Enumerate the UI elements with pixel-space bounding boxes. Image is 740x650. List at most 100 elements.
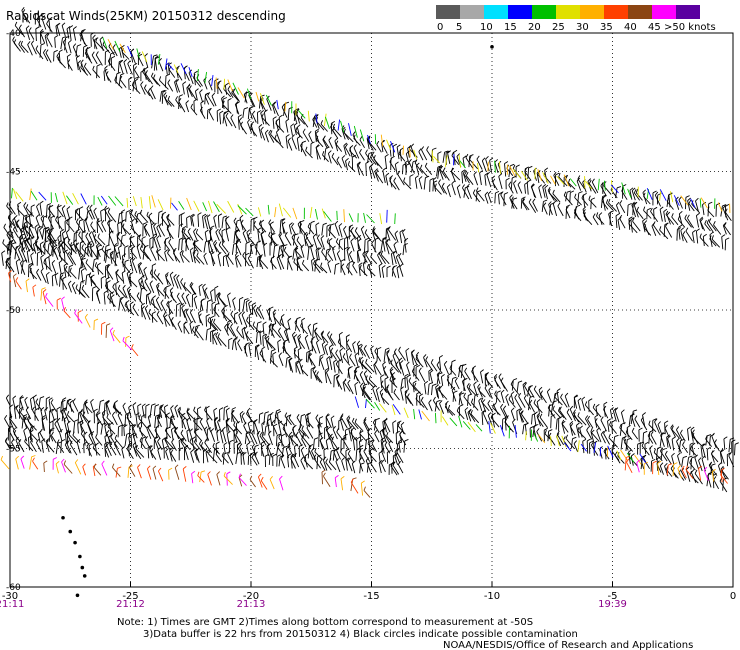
wind-barb-flag bbox=[336, 446, 340, 451]
wind-barb bbox=[390, 465, 398, 476]
wind-barb-flag bbox=[197, 406, 202, 410]
wind-barb bbox=[652, 224, 661, 236]
wind-barb bbox=[18, 44, 25, 53]
wind-barb bbox=[260, 112, 265, 125]
wind-barb bbox=[297, 336, 302, 349]
wind-barb-flag bbox=[246, 410, 249, 415]
wind-barb-flag bbox=[284, 231, 288, 236]
wind-barb bbox=[586, 429, 593, 440]
wind-barb bbox=[32, 460, 39, 470]
wind-barb bbox=[60, 37, 63, 50]
wind-barb bbox=[227, 89, 234, 99]
wind-barb bbox=[321, 224, 324, 236]
wind-barb-flag bbox=[379, 250, 382, 255]
wind-barb bbox=[550, 175, 556, 185]
wind-barb bbox=[81, 288, 90, 299]
wind-barb bbox=[253, 446, 256, 456]
wind-barb bbox=[584, 404, 594, 416]
wind-barb bbox=[154, 438, 159, 449]
wind-barb-flag bbox=[566, 204, 571, 207]
wind-barb-flag bbox=[61, 399, 66, 403]
wind-barb-flag bbox=[296, 413, 300, 418]
wind-barb-flag bbox=[144, 277, 148, 282]
wind-barb bbox=[251, 113, 257, 123]
wind-barb-flag bbox=[286, 356, 291, 359]
wind-barb bbox=[471, 402, 479, 411]
wind-barb-flag bbox=[389, 366, 393, 371]
wind-barb bbox=[251, 457, 258, 466]
wind-barb bbox=[271, 104, 276, 114]
wind-barb bbox=[430, 362, 438, 372]
wind-barb-flag bbox=[352, 261, 356, 266]
wind-barb bbox=[288, 437, 291, 448]
wind-barb bbox=[150, 88, 156, 100]
wind-barb-flag bbox=[128, 274, 131, 280]
wind-barb bbox=[441, 416, 449, 426]
wind-barb bbox=[68, 266, 70, 277]
wind-barb bbox=[138, 418, 148, 429]
wind-barb-flag bbox=[343, 433, 348, 437]
wind-barb-flag bbox=[560, 393, 563, 398]
wind-barb-flag bbox=[395, 361, 399, 366]
wind-barb bbox=[268, 454, 271, 465]
wind-barb-flag bbox=[180, 278, 184, 283]
wind-barb-flag bbox=[680, 438, 685, 442]
wind-barb bbox=[103, 71, 106, 81]
wind-barb bbox=[165, 64, 168, 75]
wind-barb bbox=[692, 232, 695, 244]
wind-barb bbox=[107, 223, 114, 234]
wind-barb-flag bbox=[587, 178, 592, 182]
wind-barb bbox=[150, 302, 159, 311]
wind-barb bbox=[295, 434, 303, 447]
wind-barb bbox=[427, 383, 430, 396]
wind-barb-flag bbox=[336, 156, 340, 161]
wind-barb bbox=[686, 457, 690, 467]
wind-barb bbox=[205, 452, 209, 463]
wind-barb-flag bbox=[436, 371, 441, 375]
wind-barb-flag bbox=[14, 21, 18, 26]
wind-barb-flag bbox=[223, 111, 227, 116]
wind-barb bbox=[630, 219, 633, 233]
wind-barb bbox=[40, 271, 47, 283]
wind-barb bbox=[359, 152, 365, 161]
wind-barb-flag bbox=[716, 202, 721, 206]
wind-barb bbox=[64, 269, 72, 278]
wind-barb-flag bbox=[118, 245, 122, 249]
wind-barb bbox=[629, 190, 633, 200]
wind-barb bbox=[620, 437, 623, 450]
wind-barb bbox=[296, 115, 306, 125]
wind-barb bbox=[227, 255, 234, 265]
wind-barb bbox=[363, 373, 370, 385]
wind-barb-flag bbox=[46, 439, 49, 444]
wind-barb-flag bbox=[329, 433, 333, 438]
wind-barb-flag bbox=[189, 308, 194, 313]
wind-barb-flag bbox=[518, 408, 523, 412]
wind-barb-flag bbox=[330, 123, 333, 128]
wind-barb-flag bbox=[182, 81, 187, 85]
wind-barb-flag bbox=[505, 393, 509, 398]
wind-barb bbox=[92, 447, 101, 456]
wind-barb bbox=[164, 252, 168, 262]
wind-barb-flag bbox=[294, 233, 299, 236]
wind-barb-flag bbox=[162, 211, 167, 215]
wind-barb-flag bbox=[248, 300, 252, 304]
wind-barb-flag bbox=[66, 26, 71, 30]
wind-barb-flag bbox=[267, 443, 271, 447]
wind-barb-flag bbox=[222, 426, 226, 431]
wind-barb bbox=[69, 254, 77, 266]
wind-barb-flag bbox=[328, 458, 332, 463]
wind-barb-flag bbox=[239, 214, 244, 219]
wind-barb-flag bbox=[665, 222, 669, 227]
wind-barb bbox=[548, 204, 552, 216]
wind-barb bbox=[327, 263, 332, 273]
wind-barb bbox=[149, 272, 158, 281]
wind-barb-flag bbox=[107, 208, 111, 213]
wind-barb bbox=[678, 440, 682, 453]
wind-barb-flag bbox=[446, 376, 450, 381]
wind-barb-flag bbox=[706, 446, 711, 450]
wind-barb-flag bbox=[100, 399, 105, 402]
wind-barb-flag bbox=[283, 246, 287, 251]
wind-barb-flag bbox=[529, 399, 533, 404]
wind-barb-flag bbox=[548, 188, 551, 193]
wind-barb-flag bbox=[371, 151, 375, 156]
